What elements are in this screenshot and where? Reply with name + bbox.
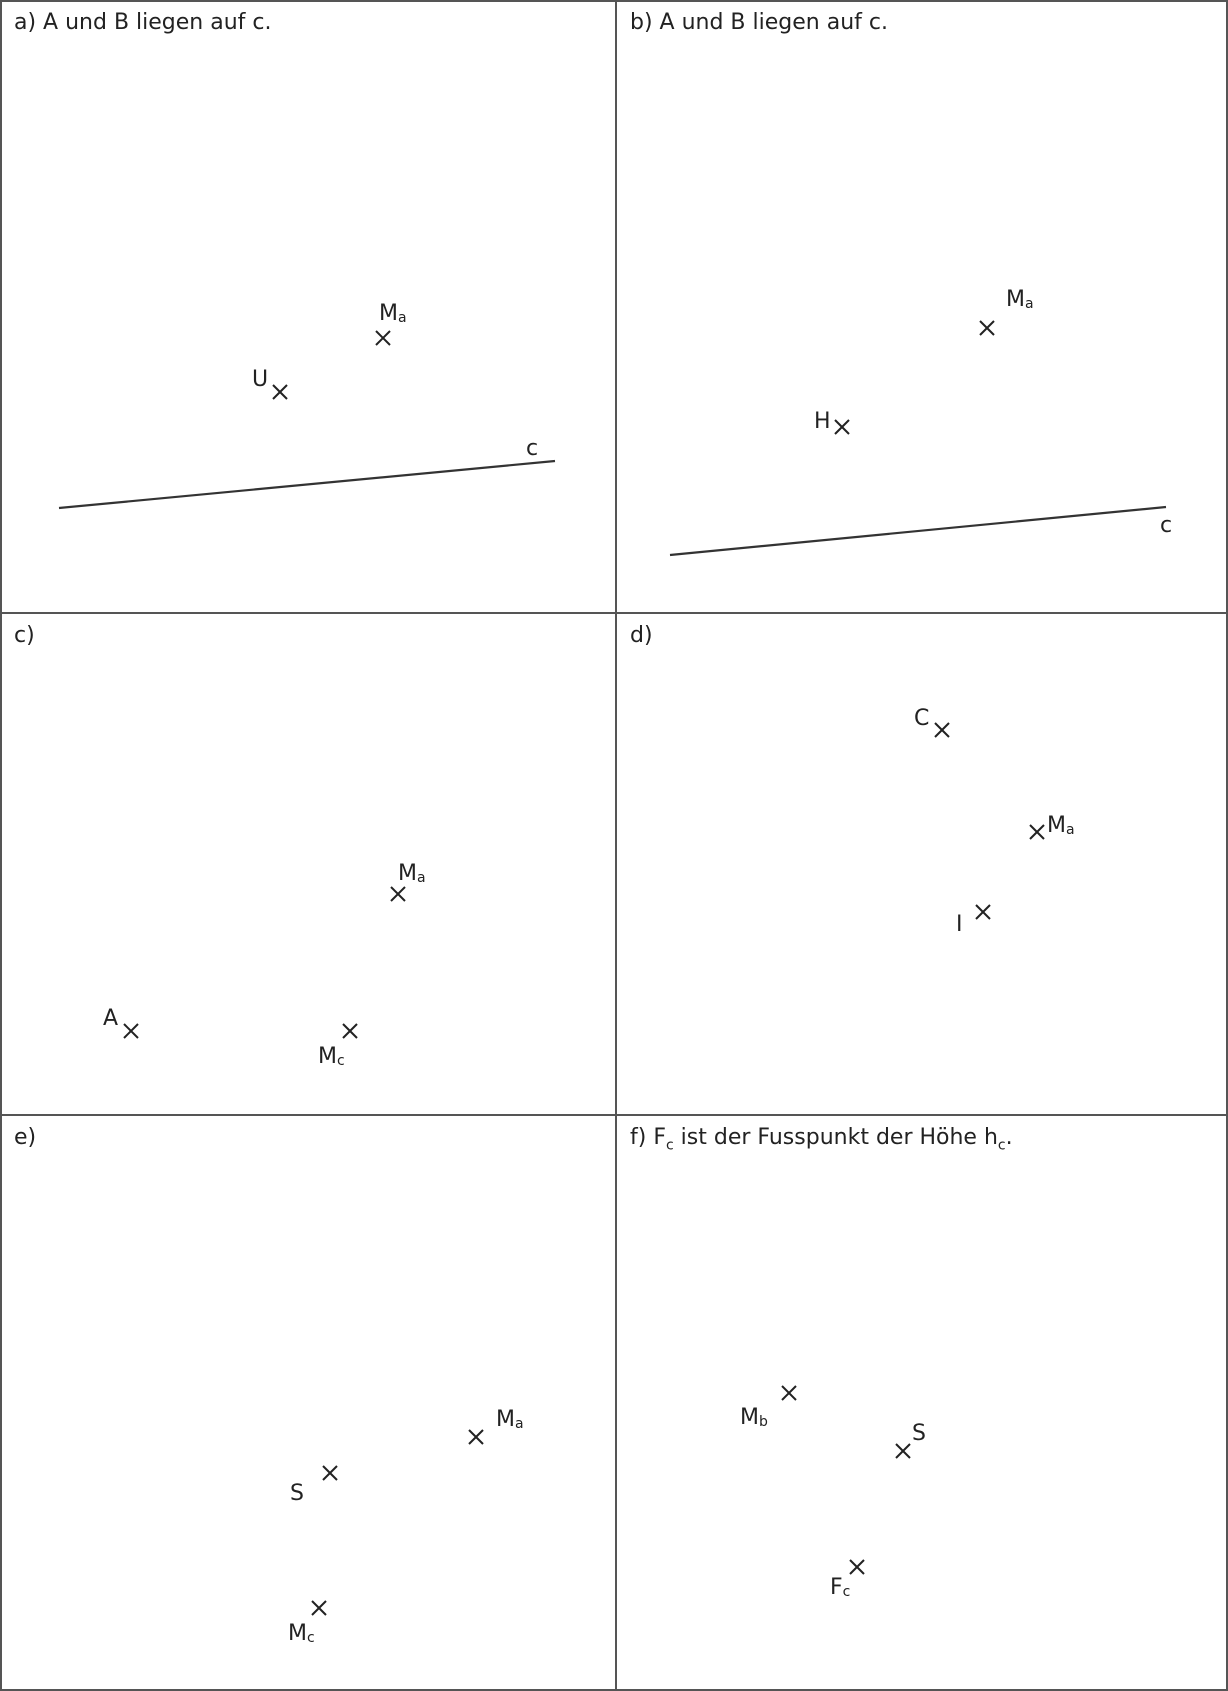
point-f-S-cross bbox=[895, 1443, 911, 1459]
panel-c-title: c) bbox=[14, 623, 35, 648]
panel-f-title-prefix: f) F bbox=[630, 1125, 666, 1150]
line-a-c-label: c bbox=[526, 436, 538, 461]
panel-d-title: d) bbox=[630, 623, 653, 648]
line-a-c bbox=[58, 459, 556, 510]
point-d-I-label: I bbox=[956, 912, 963, 937]
panel-d-figure: C Ma I bbox=[914, 706, 1075, 937]
panel-f-title: f) Fc ist der Fusspunkt der Höhe hc. bbox=[630, 1125, 1013, 1158]
point-e-Ma-label: Ma bbox=[496, 1407, 524, 1432]
panel-b-figure: Ma H c bbox=[669, 287, 1172, 557]
panel-f-title-sub2: c bbox=[997, 1137, 1006, 1154]
panel-b: b) A und B liegen auf c. bbox=[616, 0, 1228, 613]
panel-c: c) bbox=[0, 613, 616, 1115]
point-a-U-cross bbox=[272, 384, 288, 400]
panel-f-title-suffix: . bbox=[1005, 1125, 1013, 1150]
point-b-Ma-cross bbox=[979, 320, 995, 336]
point-c-A-label: A bbox=[103, 1006, 118, 1031]
panel-a-figure: Ma U c bbox=[58, 301, 556, 510]
point-e-Mc-label: Mc bbox=[288, 1621, 315, 1646]
point-e-S-cross bbox=[322, 1465, 338, 1481]
panel-a-title: a) A und B liegen auf c. bbox=[14, 10, 272, 35]
point-a-U-label: U bbox=[252, 367, 268, 392]
point-e-Mc-cross bbox=[311, 1600, 327, 1616]
panel-f-figure: Mb S Fc bbox=[740, 1385, 926, 1600]
panel-e-title: e) bbox=[14, 1125, 37, 1150]
line-b-c bbox=[669, 505, 1167, 557]
point-a-Ma-cross bbox=[375, 330, 391, 346]
point-f-Mb-label: Mb bbox=[740, 1405, 768, 1430]
panel-f: f) Fc ist der Fusspunkt der Höhe hc. bbox=[616, 1115, 1228, 1691]
line-b-c-label: c bbox=[1160, 513, 1172, 538]
point-c-Mc-cross bbox=[342, 1023, 358, 1039]
point-c-Ma-label: Ma bbox=[398, 861, 426, 886]
panel-e-figure: Ma S Mc bbox=[288, 1407, 524, 1646]
point-f-Mb-cross bbox=[781, 1385, 797, 1401]
point-c-Mc-label: Mc bbox=[318, 1044, 345, 1069]
panel-e: e) bbox=[0, 1115, 616, 1691]
point-e-S-label: S bbox=[290, 1481, 304, 1506]
point-e-Ma-cross bbox=[468, 1429, 484, 1445]
point-d-C-label: C bbox=[914, 706, 929, 731]
point-f-Fc-cross bbox=[849, 1559, 865, 1575]
point-b-H-cross bbox=[834, 419, 850, 435]
point-c-A-cross bbox=[123, 1023, 139, 1039]
point-b-Ma-label: Ma bbox=[1006, 287, 1034, 312]
panel-f-title-mid: ist der Fusspunkt der Höhe h bbox=[673, 1125, 998, 1150]
point-d-I-cross bbox=[975, 904, 991, 920]
point-b-H-label: H bbox=[814, 409, 831, 434]
point-d-Ma-label: Ma bbox=[1047, 813, 1075, 838]
panel-a: a) A und B liegen auf c. bbox=[0, 0, 616, 613]
point-d-Ma-cross bbox=[1029, 824, 1045, 840]
point-c-Ma-cross bbox=[390, 886, 406, 902]
panel-c-figure: Ma A Mc bbox=[103, 861, 426, 1069]
panel-d: d) bbox=[616, 613, 1228, 1115]
panel-f-title-sub1: c bbox=[665, 1137, 674, 1154]
point-a-Ma-label: Ma bbox=[379, 301, 407, 326]
point-f-Fc-label: Fc bbox=[830, 1575, 850, 1600]
panel-b-title: b) A und B liegen auf c. bbox=[630, 10, 888, 35]
point-f-S-label: S bbox=[912, 1421, 926, 1446]
point-d-C-cross bbox=[934, 722, 950, 738]
